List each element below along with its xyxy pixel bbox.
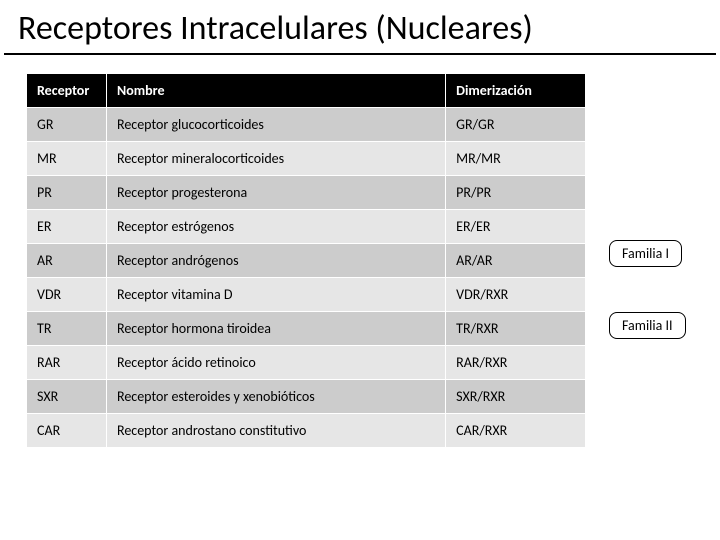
cell-dimer: ER/ER	[446, 210, 586, 244]
cell-nombre: Receptor progesterona	[106, 176, 445, 210]
table-row: GRReceptor glucocorticoidesGR/GR	[27, 108, 586, 142]
cell-receptor: TR	[27, 312, 107, 346]
cell-receptor: MR	[27, 142, 107, 176]
table-row: ERReceptor estrógenosER/ER	[27, 210, 586, 244]
cell-receptor: CAR	[27, 414, 107, 448]
col-header-dimer: Dimerización	[446, 74, 586, 108]
cell-receptor: VDR	[27, 278, 107, 312]
page-title: Receptores Intracelulares (Nucleares)	[4, 0, 716, 55]
cell-dimer: RAR/RXR	[446, 346, 586, 380]
table-row: VDRReceptor vitamina DVDR/RXR	[27, 278, 586, 312]
receptors-table: Receptor Nombre Dimerización GRReceptor …	[26, 73, 586, 448]
table-row: SXRReceptor esteroides y xenobióticosSXR…	[27, 380, 586, 414]
cell-receptor: GR	[27, 108, 107, 142]
cell-nombre: Receptor ácido retinoico	[106, 346, 445, 380]
callout-familia-2: Familia II	[609, 312, 686, 339]
cell-receptor: AR	[27, 244, 107, 278]
cell-dimer: GR/GR	[446, 108, 586, 142]
cell-receptor: ER	[27, 210, 107, 244]
cell-receptor: SXR	[27, 380, 107, 414]
cell-nombre: Receptor esteroides y xenobióticos	[106, 380, 445, 414]
table-row: CARReceptor androstano constitutivoCAR/R…	[27, 414, 586, 448]
cell-nombre: Receptor estrógenos	[106, 210, 445, 244]
cell-receptor: PR	[27, 176, 107, 210]
cell-nombre: Receptor hormona tiroidea	[106, 312, 445, 346]
cell-nombre: Receptor androstano constitutivo	[106, 414, 445, 448]
cell-dimer: VDR/RXR	[446, 278, 586, 312]
col-header-nombre: Nombre	[106, 74, 445, 108]
cell-nombre: Receptor glucocorticoides	[106, 108, 445, 142]
table-row: PRReceptor progesteronaPR/PR	[27, 176, 586, 210]
table-row: ARReceptor andrógenosAR/AR	[27, 244, 586, 278]
table-row: TRReceptor hormona tiroideaTR/RXR	[27, 312, 586, 346]
table-body: GRReceptor glucocorticoidesGR/GR MRRecep…	[27, 108, 586, 448]
col-header-receptor: Receptor	[27, 74, 107, 108]
cell-dimer: MR/MR	[446, 142, 586, 176]
cell-nombre: Receptor andrógenos	[106, 244, 445, 278]
cell-dimer: CAR/RXR	[446, 414, 586, 448]
callout-familia-1: Familia I	[609, 240, 682, 267]
table-header-row: Receptor Nombre Dimerización	[27, 74, 586, 108]
cell-dimer: PR/PR	[446, 176, 586, 210]
cell-nombre: Receptor vitamina D	[106, 278, 445, 312]
cell-nombre: Receptor mineralocorticoides	[106, 142, 445, 176]
cell-receptor: RAR	[27, 346, 107, 380]
cell-dimer: TR/RXR	[446, 312, 586, 346]
cell-dimer: AR/AR	[446, 244, 586, 278]
table-row: MRReceptor mineralocorticoidesMR/MR	[27, 142, 586, 176]
cell-dimer: SXR/RXR	[446, 380, 586, 414]
table-row: RARReceptor ácido retinoicoRAR/RXR	[27, 346, 586, 380]
